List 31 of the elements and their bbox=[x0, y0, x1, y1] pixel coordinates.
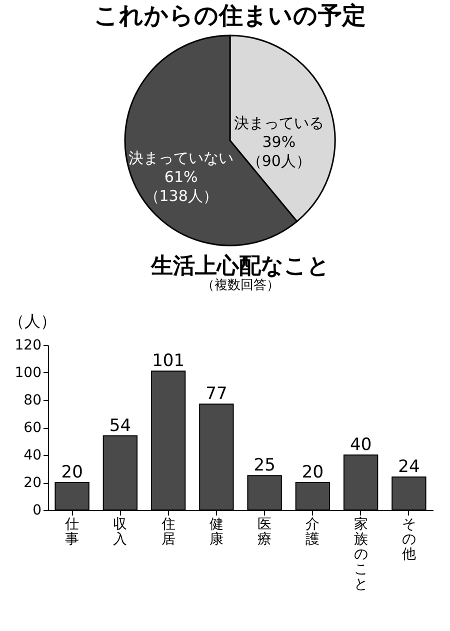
y-tick-label: 40 bbox=[24, 448, 42, 464]
y-tick-label: 60 bbox=[24, 420, 42, 436]
x-tick-label: 住居 bbox=[160, 516, 176, 548]
data-label: 39% （90人） bbox=[246, 132, 311, 170]
chart-title: これからの住まいの予定 bbox=[94, 2, 366, 30]
y-tick-label: 20 bbox=[24, 475, 42, 491]
y-tick-label: 120 bbox=[14, 338, 42, 354]
x-tick-label: その他 bbox=[402, 516, 416, 562]
data-label: 24 bbox=[398, 457, 420, 477]
x-tick-label: 健康 bbox=[209, 516, 224, 548]
data-label: 77 bbox=[206, 384, 228, 404]
chart-title: 生活上心配なこと bbox=[150, 253, 330, 279]
slice-label: 決まっていない bbox=[128, 149, 234, 168]
y-axis-title: （人） bbox=[8, 312, 56, 330]
data-label: 61% （138人） bbox=[144, 168, 218, 206]
x-tick-label: 医療 bbox=[258, 516, 272, 548]
x-tick-label: 収入 bbox=[113, 516, 128, 548]
y-tick-label: 100 bbox=[14, 365, 42, 381]
slice-label: 決まっている bbox=[234, 114, 324, 132]
data-label: 25 bbox=[254, 456, 276, 476]
y-tick-label: 80 bbox=[24, 392, 42, 408]
y-tick-label: 0 bbox=[32, 502, 42, 518]
data-label: 20 bbox=[302, 462, 324, 482]
x-tick-label: 仕事 bbox=[64, 516, 80, 548]
chart-subtitle: （複数回答） bbox=[202, 278, 280, 293]
data-label: 54 bbox=[109, 416, 132, 436]
x-tick-label: 家族のこと bbox=[354, 516, 368, 592]
data-label: 40 bbox=[350, 435, 372, 455]
data-label: 101 bbox=[152, 351, 185, 372]
x-tick-label: 介護 bbox=[306, 516, 320, 548]
data-label: 20 bbox=[61, 462, 83, 482]
